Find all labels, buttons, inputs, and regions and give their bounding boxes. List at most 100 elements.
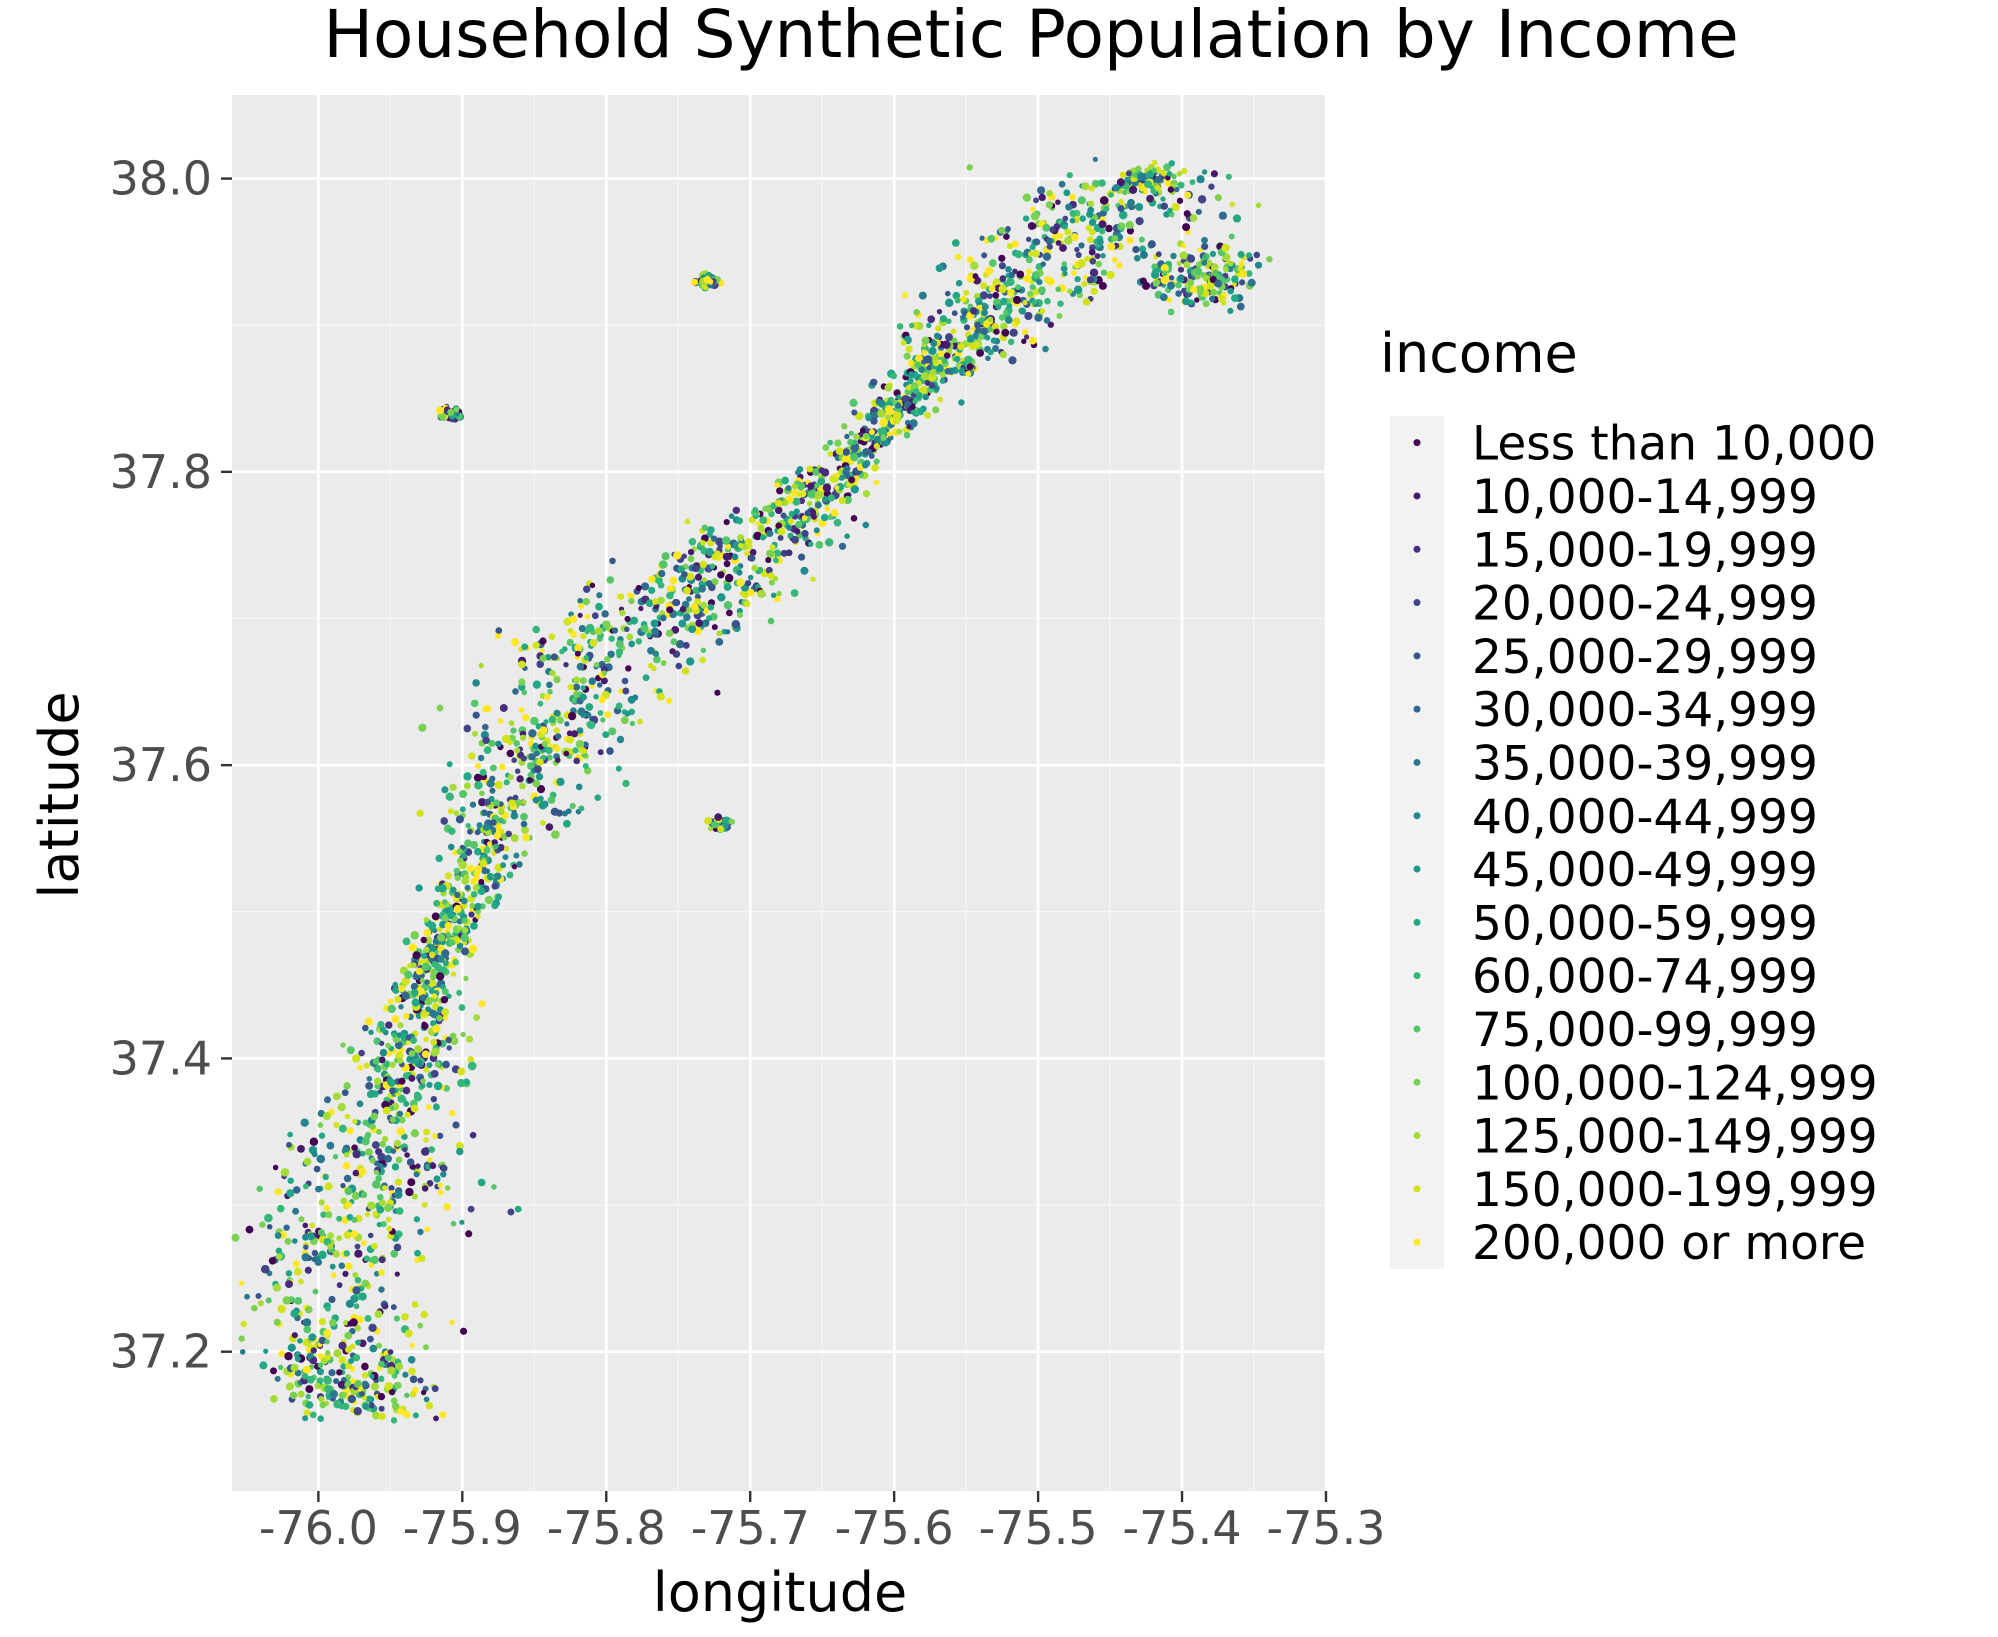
scatter-point <box>375 1175 383 1182</box>
scatter-point <box>320 1211 327 1218</box>
scatter-point <box>392 981 398 988</box>
scatter-point <box>442 899 448 905</box>
scatter-point <box>1022 299 1028 306</box>
scatter-point <box>822 483 832 492</box>
scatter-point <box>850 444 859 453</box>
legend-label: 20,000-24,999 <box>1472 577 1818 632</box>
scatter-point <box>1105 224 1113 233</box>
scatter-point <box>494 872 502 880</box>
scatter-point <box>993 328 1000 335</box>
scatter-point <box>1044 276 1051 283</box>
scatter-point <box>467 828 473 835</box>
scatter-point <box>421 953 428 959</box>
scatter-point <box>533 765 542 774</box>
scatter-point <box>753 531 762 541</box>
scatter-point <box>1099 228 1106 235</box>
scatter-point <box>1026 256 1033 264</box>
scatter-point <box>457 1079 466 1088</box>
scatter-point <box>563 662 569 668</box>
scatter-point <box>436 704 444 712</box>
scatter-point <box>487 841 493 847</box>
scatter-point <box>433 1103 440 1111</box>
scatter-point <box>575 650 581 657</box>
legend-label: 35,000-39,999 <box>1472 736 1818 791</box>
scatter-point <box>1055 240 1062 246</box>
scatter-point <box>1030 212 1040 221</box>
scatter-point <box>637 718 643 725</box>
scatter-point <box>364 1211 370 1218</box>
scatter-point <box>377 1152 386 1161</box>
legend-key <box>1413 1238 1421 1246</box>
scatter-point <box>1066 172 1073 179</box>
scatter-point <box>452 849 459 856</box>
scatter-point <box>532 641 540 649</box>
scatter-point <box>357 1064 364 1071</box>
scatter-point <box>423 1137 429 1143</box>
scatter-point <box>389 1087 396 1095</box>
y-axis: 37.237.437.637.838.0 <box>110 152 232 1379</box>
scatter-point <box>365 1082 374 1090</box>
scatter-point <box>835 447 844 455</box>
scatter-point <box>263 1348 269 1354</box>
scatter-point <box>862 461 869 469</box>
scatter-point <box>510 811 519 820</box>
scatter-point <box>411 998 420 1007</box>
scatter-point <box>449 783 457 791</box>
scatter-point <box>424 1163 432 1170</box>
scatter-point <box>470 877 478 885</box>
scatter-point <box>743 600 751 607</box>
scatter-point <box>423 1128 430 1136</box>
scatter-point <box>394 1178 402 1186</box>
scatter-point <box>774 595 781 602</box>
scatter-point <box>441 786 449 794</box>
scatter-point <box>536 785 546 794</box>
scatter-point <box>800 566 809 575</box>
scatter-point <box>482 736 490 744</box>
scatter-point <box>666 697 673 705</box>
scatter-point <box>990 337 998 344</box>
x-tick-label: -75.9 <box>403 1501 522 1555</box>
scatter-point <box>421 1147 430 1156</box>
scatter-point <box>611 627 619 634</box>
scatter-point <box>1183 261 1191 269</box>
scatter-point <box>1171 173 1177 180</box>
scatter-point <box>378 1286 385 1293</box>
scatter-point <box>358 1167 367 1176</box>
scatter-point <box>1208 183 1215 190</box>
scatter-point <box>324 1096 331 1104</box>
scatter-point <box>301 1372 309 1380</box>
scatter-point <box>903 352 911 360</box>
scatter-point <box>498 763 506 771</box>
scatter-point <box>478 1000 486 1008</box>
scatter-point <box>966 363 974 371</box>
scatter-point <box>573 676 581 684</box>
scatter-point <box>1227 307 1234 314</box>
scatter-point <box>1160 196 1166 202</box>
scatter-point <box>607 650 615 658</box>
scatter-point <box>467 1056 474 1063</box>
scatter-point <box>304 1305 313 1314</box>
scatter-point <box>469 903 476 909</box>
scatter-point <box>926 322 932 328</box>
scatter-point <box>534 750 540 757</box>
scatter-point <box>454 891 461 899</box>
scatter-point <box>834 485 840 491</box>
scatter-point <box>596 592 603 599</box>
scatter-point <box>450 1220 457 1227</box>
scatter-point <box>952 239 960 247</box>
scatter-point <box>736 517 743 525</box>
scatter-point <box>474 847 482 856</box>
scatter-point <box>767 617 775 625</box>
scatter-point <box>838 474 846 481</box>
scatter-point <box>1159 293 1168 302</box>
scatter-point <box>1031 271 1040 279</box>
scatter-point <box>514 1205 522 1213</box>
scatter-point <box>580 633 587 640</box>
scatter-point <box>848 430 854 436</box>
scatter-point <box>647 647 655 655</box>
scatter-point <box>928 346 937 355</box>
scatter-point <box>513 852 520 859</box>
scatter-point <box>373 1169 380 1175</box>
scatter-point <box>231 1233 240 1242</box>
scatter-point <box>1023 274 1032 283</box>
